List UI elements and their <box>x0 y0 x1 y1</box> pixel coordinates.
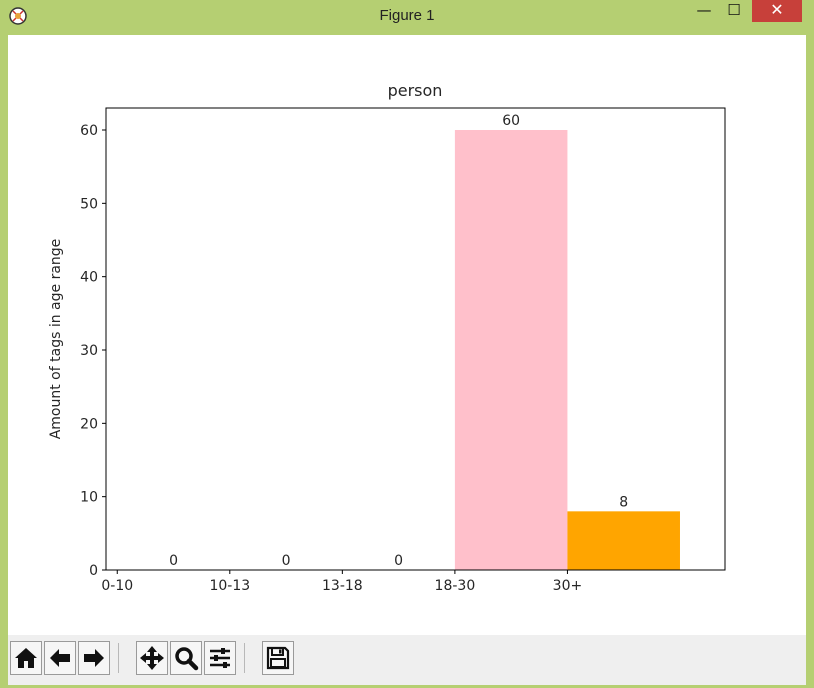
y-tick-label: 40 <box>80 270 98 286</box>
app-icon <box>9 7 27 25</box>
x-tick-label-10-13: 10-13 <box>209 578 250 594</box>
y-tick-label: 60 <box>80 123 98 139</box>
toolbar-separator <box>118 643 119 673</box>
window-bottom-border <box>0 685 814 688</box>
zoom-button[interactable] <box>170 641 202 675</box>
data-label-10-13: 0 <box>282 553 291 569</box>
sliders-icon <box>210 648 230 668</box>
save-button[interactable] <box>262 641 294 675</box>
home-button[interactable] <box>10 641 42 675</box>
floppy-icon <box>266 646 290 670</box>
y-axis-label: Amount of tags in age range <box>48 239 64 440</box>
bar-18-30 <box>454 130 568 570</box>
magnifier-icon <box>175 647 199 671</box>
window-title: Figure 1 <box>379 7 435 24</box>
y-tick-label: 30 <box>80 343 98 359</box>
chart-title: person <box>388 81 443 100</box>
back-button[interactable] <box>44 641 76 675</box>
title-bar: Figure 1 — ☐ ✕ <box>0 0 814 35</box>
bar-chart: person 0 0 0 60 8 0 10 20 30 40 50 60 0-10 10-13 13-… <box>48 81 726 594</box>
data-label-30+: 8 <box>619 494 628 510</box>
minimize-button[interactable]: — <box>696 1 712 19</box>
y-tick-label: 10 <box>80 490 98 506</box>
x-tick-label-18-30: 18-30 <box>435 578 476 594</box>
toolbar-separator <box>244 643 245 673</box>
x-tick-label-0-10: 0-10 <box>101 578 133 594</box>
y-tick-label: 0 <box>89 563 98 579</box>
x-tick-label-13-18: 13-18 <box>322 578 363 594</box>
x-tick-label-30+: 30+ <box>553 578 583 594</box>
navigation-toolbar <box>8 635 806 685</box>
arrow-right-icon <box>84 649 104 667</box>
arrow-left-icon <box>50 649 70 667</box>
figure-canvas-area: person 0 0 0 60 8 0 10 20 30 40 50 60 0-10 10-13 13-… <box>8 35 806 685</box>
configure-subplots-button[interactable] <box>204 641 236 675</box>
plot-frame <box>105 107 726 571</box>
y-tick-label: 20 <box>80 416 98 432</box>
data-label-13-18: 0 <box>394 553 403 569</box>
forward-button[interactable] <box>78 641 110 675</box>
y-tick-label: 50 <box>80 196 98 212</box>
maximize-button[interactable]: ☐ <box>727 1 741 19</box>
move-icon <box>140 646 164 670</box>
pan-button[interactable] <box>136 641 168 675</box>
data-label-18-30: 60 <box>502 113 520 129</box>
bar-30+ <box>567 511 680 570</box>
home-icon <box>15 648 37 668</box>
data-label-0-10: 0 <box>169 553 178 569</box>
close-button[interactable]: ✕ <box>752 0 802 22</box>
